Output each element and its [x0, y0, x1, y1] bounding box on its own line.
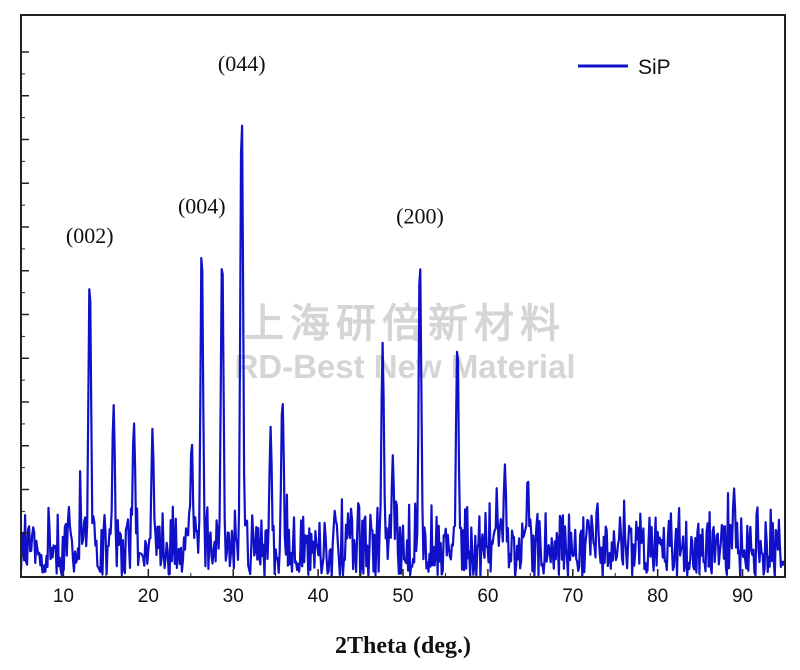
x-tick-label: 10 — [53, 586, 74, 607]
legend: SiP — [578, 56, 671, 79]
legend-label-sip: SiP — [638, 56, 671, 79]
x-axis-ticks: 10 20 30 40 50 60 70 80 90 — [20, 569, 786, 607]
peak-annotations: (002) (004) (044) (200) — [66, 51, 444, 248]
peak-label: (200) — [396, 204, 444, 229]
series-line-sip — [19, 124, 786, 579]
x-tick-label: 80 — [647, 586, 668, 607]
x-tick-label: 70 — [562, 586, 583, 607]
x-tick-label: 30 — [223, 586, 244, 607]
watermark: 上海研倍新材料 RD-Best New Material — [234, 301, 575, 385]
peak-label: (044) — [218, 51, 266, 76]
peak-label: (004) — [178, 194, 226, 219]
x-tick-label: 40 — [308, 586, 329, 607]
peak-label: (002) — [66, 223, 114, 248]
x-tick-label: 50 — [392, 586, 413, 607]
x-tick-label: 60 — [477, 586, 498, 607]
watermark-cn: 上海研倍新材料 — [244, 301, 566, 347]
x-tick-label: 20 — [138, 586, 159, 607]
series-group — [19, 124, 786, 579]
watermark-en: RD-Best New Material — [234, 348, 575, 385]
x-tick-label: 90 — [732, 586, 753, 607]
x-axis-title: 2Theta (deg.) — [335, 633, 471, 659]
y-axis-ticks — [21, 51, 29, 556]
